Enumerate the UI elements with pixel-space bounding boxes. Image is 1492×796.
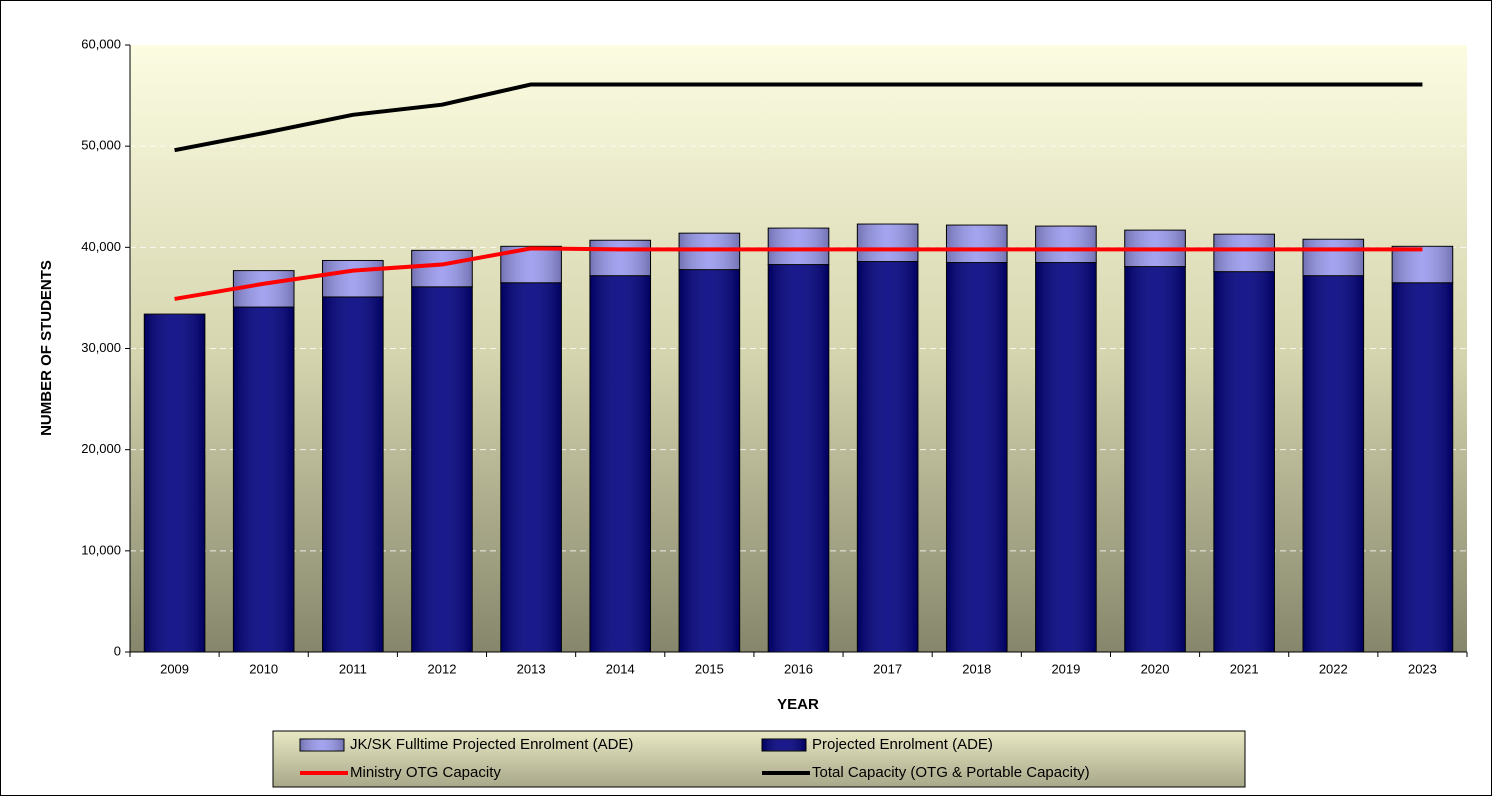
bar-shade	[768, 264, 829, 652]
x-tick-label: 2012	[428, 661, 457, 676]
bar-shade	[1392, 246, 1453, 283]
bar-shade	[1302, 239, 1364, 276]
bar-shade	[679, 269, 740, 652]
bar-shade	[679, 233, 740, 270]
bar-shade	[1213, 271, 1275, 652]
bar-shade	[1035, 226, 1097, 263]
x-tick-label: 2023	[1408, 661, 1437, 676]
bar-shade	[322, 296, 384, 652]
legend-swatch-shade	[300, 739, 344, 751]
x-tick-label: 2020	[1141, 661, 1170, 676]
y-tick-label: 40,000	[81, 239, 121, 254]
bar-shade	[233, 307, 295, 652]
x-tick-label: 2021	[1230, 661, 1259, 676]
x-tick-label: 2010	[249, 661, 278, 676]
bar-shade	[589, 275, 651, 652]
legend-text: Total Capacity (OTG & Portable Capacity)	[812, 764, 1090, 781]
bar-shade	[322, 260, 384, 297]
bar-shade	[1213, 234, 1275, 272]
y-tick-label: 30,000	[81, 340, 121, 355]
legend-swatch-shade	[762, 739, 806, 751]
bar-shade	[768, 228, 829, 265]
y-tick-label: 20,000	[81, 441, 121, 456]
x-tick-label: 2016	[784, 661, 813, 676]
x-tick-label: 2013	[517, 661, 546, 676]
x-tick-label: 2017	[873, 661, 902, 676]
x-tick-label: 2022	[1319, 661, 1348, 676]
x-tick-label: 2011	[339, 661, 367, 676]
bar-shade	[411, 250, 473, 287]
bar-shade	[1124, 266, 1186, 652]
bar-shade	[1392, 282, 1453, 652]
bar-shade	[411, 286, 473, 652]
bar-shade	[144, 314, 205, 652]
x-tick-label: 2009	[160, 661, 189, 676]
x-axis-title: YEAR	[777, 696, 819, 713]
x-tick-label: 2014	[606, 661, 635, 676]
bar-shade	[946, 262, 1008, 652]
bar-shade	[946, 225, 1008, 263]
x-tick-label: 2019	[1051, 661, 1080, 676]
y-tick-label: 60,000	[81, 36, 121, 51]
x-tick-label: 2018	[962, 661, 991, 676]
bar-shade	[857, 224, 918, 262]
y-axis-title: NUMBER OF STUDENTS	[38, 260, 55, 436]
line-series	[174, 246, 1423, 301]
legend-box	[272, 730, 1246, 788]
line-series	[174, 82, 1423, 153]
legend-text: Projected Enrolment (ADE)	[812, 736, 993, 753]
y-tick-label: 0	[114, 643, 121, 658]
y-tick-label: 10,000	[81, 542, 121, 557]
x-tick-label: 2015	[695, 661, 724, 676]
bar-shade	[1302, 275, 1364, 652]
bar-shade	[589, 240, 651, 276]
bar-shade	[857, 261, 918, 652]
y-tick-label: 50,000	[81, 138, 121, 153]
bar-shade	[500, 282, 562, 652]
legend-text: JK/SK Fulltime Projected Enrolment (ADE)	[350, 736, 633, 753]
legend-text: Ministry OTG Capacity	[350, 764, 501, 781]
bar-shade	[1035, 262, 1097, 652]
